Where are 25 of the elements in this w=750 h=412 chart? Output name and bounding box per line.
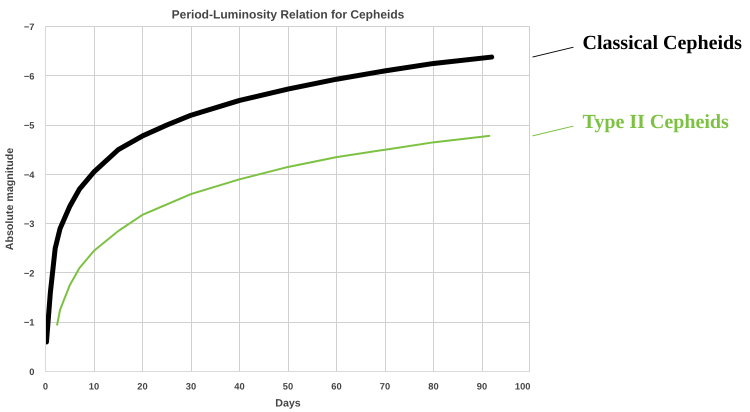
y-tick-label: −2 bbox=[24, 268, 35, 278]
x-tick-label: 90 bbox=[476, 382, 488, 392]
y-tick-label: −4 bbox=[24, 170, 36, 180]
legend-label: Type II Cepheids bbox=[582, 110, 730, 133]
x-tick-label: 40 bbox=[234, 382, 245, 392]
y-tick-label: −1 bbox=[24, 318, 35, 328]
y-tick-label: −5 bbox=[24, 120, 35, 131]
x-tick-label: 10 bbox=[88, 382, 100, 392]
x-tick-label: 100 bbox=[514, 382, 531, 392]
x-axis-title: Days bbox=[275, 398, 301, 410]
x-tick-label: 50 bbox=[282, 382, 294, 392]
x-tick-label: 30 bbox=[186, 382, 196, 392]
x-tick-label: 80 bbox=[428, 382, 439, 392]
x-tick-label: 0 bbox=[42, 382, 48, 392]
legend-label: Classical Cepheids bbox=[582, 32, 742, 54]
chart-title: Period-Luminosity Relation for Cepheids bbox=[172, 8, 405, 22]
y-tick-label: −3 bbox=[24, 219, 35, 230]
x-tick-label: 20 bbox=[137, 382, 148, 392]
x-tick-label: 60 bbox=[331, 382, 342, 392]
y-tick-label: −7 bbox=[24, 22, 35, 32]
x-tick-label: 70 bbox=[380, 382, 390, 392]
y-axis-title: Absolute magnitude bbox=[4, 148, 16, 250]
line-series bbox=[56, 134, 490, 326]
y-tick-label: −6 bbox=[24, 71, 35, 82]
y-tick-label: 0 bbox=[29, 367, 35, 377]
